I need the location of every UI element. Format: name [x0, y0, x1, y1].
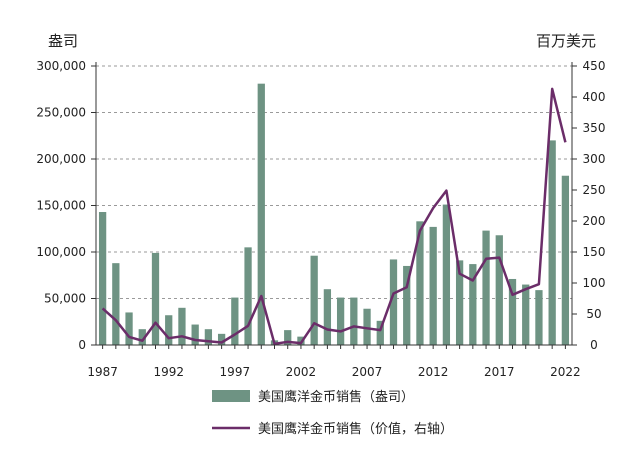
x-tick-label: 2007	[352, 365, 383, 379]
bar	[403, 265, 411, 345]
x-tick-label: 2012	[418, 365, 449, 379]
bar	[323, 289, 332, 345]
x-tick-label: 1997	[220, 365, 251, 379]
right-axis-label: 百万美元	[536, 32, 596, 50]
x-tick-label: 1987	[87, 365, 118, 379]
bar	[442, 204, 451, 345]
gridlines	[96, 65, 572, 299]
legend: 美国鹰洋金币销售（盎司） 美国鹰洋金币销售（价值，右轴）	[212, 389, 453, 437]
left-axis-label: 盎司	[48, 32, 78, 50]
right-tick-label: 0	[590, 338, 598, 352]
value-line	[101, 87, 567, 346]
bar	[138, 329, 146, 345]
bar	[363, 308, 371, 345]
legend-bar-swatch	[212, 390, 250, 402]
left-tick-label: 300,000	[36, 59, 86, 73]
right-tick-label: 350	[583, 121, 606, 135]
bar	[336, 297, 345, 345]
bar	[495, 235, 503, 345]
bar	[376, 320, 384, 345]
bar	[178, 307, 186, 345]
bar	[522, 284, 530, 345]
axes	[91, 62, 577, 349]
right-tick-label: 150	[583, 245, 606, 259]
left-tick-label: 200,000	[36, 152, 86, 166]
bar	[231, 297, 239, 345]
tick-labels: 0 50,000 100,000 150,000 200,000 250,000 300,0…	[36, 59, 605, 379]
bar	[429, 226, 437, 345]
bar	[151, 252, 160, 345]
left-tick-label: 250,000	[36, 106, 86, 120]
bar	[535, 290, 543, 345]
bar	[469, 264, 477, 345]
left-tick-label: 100,000	[36, 245, 86, 259]
bar	[125, 312, 133, 345]
bar	[416, 221, 424, 345]
right-tick-label: 200	[583, 214, 606, 228]
bar	[389, 259, 398, 345]
bar	[98, 212, 107, 345]
bar	[548, 140, 556, 345]
legend-bar-label: 美国鹰洋金币销售（盎司）	[258, 389, 414, 405]
left-tick-label: 50,000	[44, 292, 86, 306]
bar	[257, 83, 265, 346]
x-tick-label: 2002	[286, 365, 317, 379]
right-tick-label: 450	[583, 59, 606, 73]
bar	[508, 278, 517, 345]
bar	[350, 297, 358, 345]
bar-series	[98, 83, 570, 346]
right-tick-label: 400	[583, 90, 606, 104]
legend-line-label: 美国鹰洋金币销售（价值，右轴）	[258, 421, 453, 437]
bar	[112, 263, 120, 345]
line-series	[101, 87, 567, 346]
bar	[191, 324, 199, 345]
x-tick-label: 2017	[484, 365, 515, 379]
right-tick-label: 50	[586, 307, 601, 321]
bar	[482, 230, 490, 345]
bar	[455, 260, 464, 345]
bar	[204, 329, 213, 345]
x-tick-label: 1992	[153, 365, 184, 379]
bar	[561, 175, 570, 345]
right-tick-label: 300	[583, 152, 606, 166]
bar	[244, 247, 252, 345]
bar	[284, 330, 292, 345]
left-tick-label: 0	[78, 338, 86, 352]
bar	[310, 255, 318, 345]
bar	[217, 333, 226, 345]
right-tick-label: 250	[583, 183, 606, 197]
right-tick-label: 100	[583, 276, 606, 290]
x-tick-label: 2022	[550, 365, 581, 379]
bar	[165, 315, 173, 345]
left-tick-label: 150,000	[36, 199, 86, 213]
